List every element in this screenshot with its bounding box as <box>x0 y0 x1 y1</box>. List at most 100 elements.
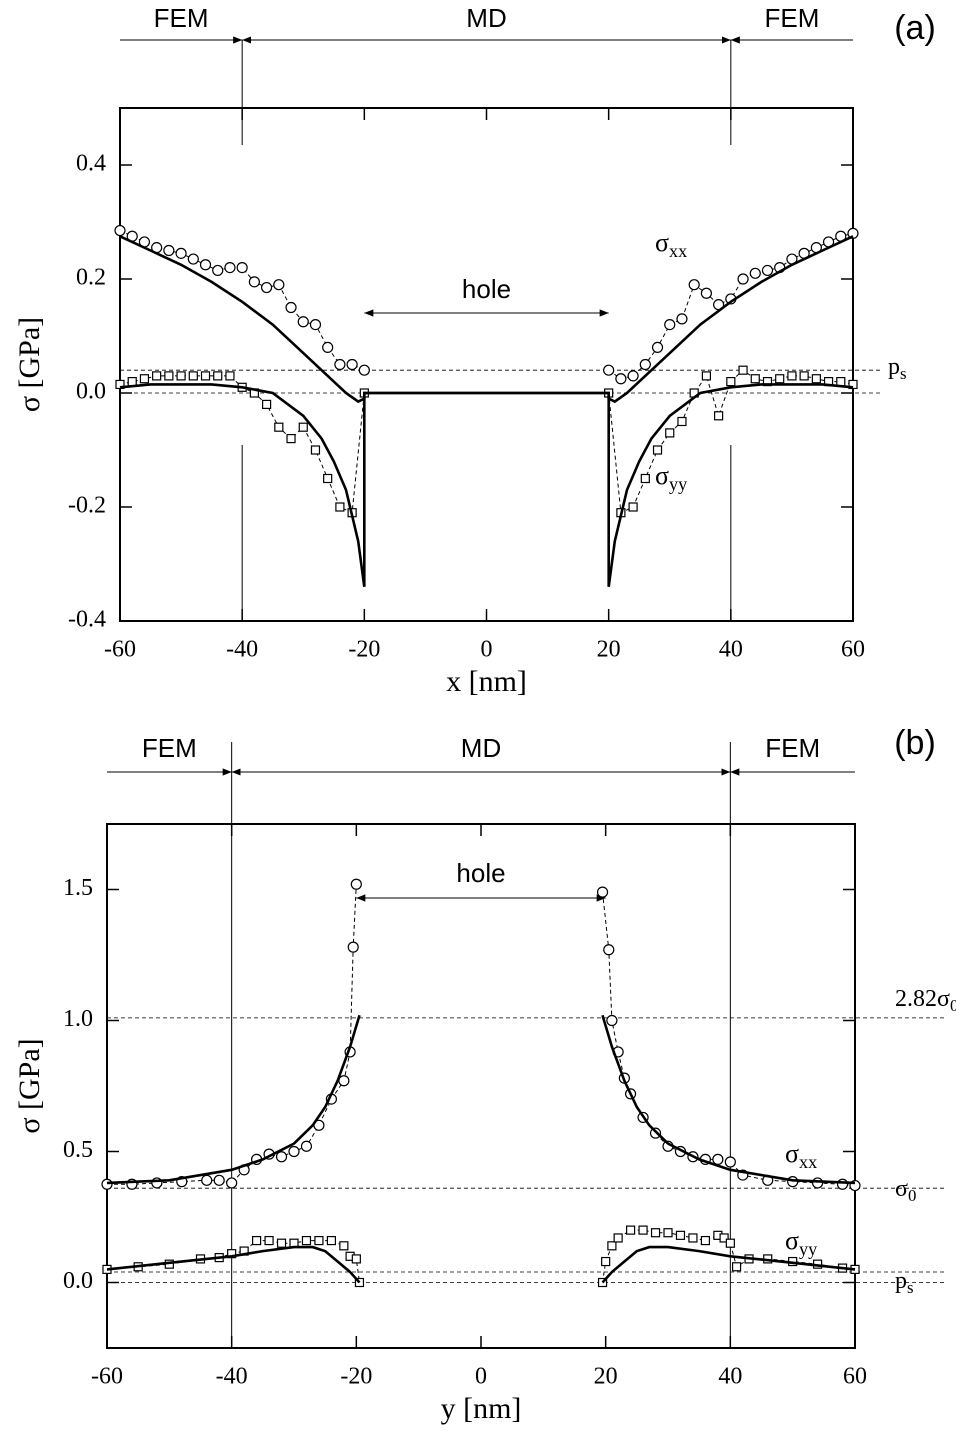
data-point <box>749 267 761 279</box>
data-point <box>322 341 334 353</box>
data-point <box>719 1233 729 1243</box>
data-point <box>836 1178 849 1190</box>
data-point <box>607 1241 617 1251</box>
reference-label-subscript: s <box>900 364 907 383</box>
data-point <box>286 434 296 444</box>
data-point <box>701 371 712 381</box>
data-point <box>288 1145 300 1158</box>
data-point <box>276 1238 287 1248</box>
curve-label-symbol: σ <box>785 1226 799 1255</box>
reference-label-symbol: p <box>895 1268 907 1294</box>
data-point <box>285 301 297 314</box>
x-tick-label: 0 <box>481 637 493 663</box>
data-point <box>601 1256 611 1267</box>
data-point <box>625 1225 636 1235</box>
data-point <box>323 473 333 484</box>
reference-label-symbol: 2.82σ <box>895 986 950 1012</box>
data-point <box>225 371 235 381</box>
x-tick-label: 40 <box>718 1364 742 1390</box>
data-point <box>114 224 126 237</box>
data-point <box>737 273 749 285</box>
reference-label: ps <box>888 354 907 384</box>
y-tick-label: 0.5 <box>63 1137 93 1163</box>
series-line <box>107 884 856 1187</box>
data-point <box>700 287 713 299</box>
x-tick-label: 20 <box>597 637 621 663</box>
data-point <box>309 319 322 331</box>
data-point <box>603 944 615 956</box>
data-point <box>175 247 187 259</box>
data-point <box>275 1151 288 1163</box>
data-point <box>799 371 809 381</box>
data-point <box>775 374 785 384</box>
data-point <box>848 379 858 390</box>
curve-label: σyy <box>785 1226 818 1259</box>
data-point <box>676 313 688 325</box>
data-point <box>613 1233 623 1243</box>
reference-label: 2.82σ0 <box>895 986 956 1016</box>
y-axis-label: σ [GPa] <box>13 317 46 412</box>
data-point <box>714 411 724 421</box>
data-point <box>350 878 362 890</box>
region-label: MD <box>461 733 501 763</box>
curve-label-subscript: xx <box>799 1152 817 1172</box>
data-point <box>811 374 821 384</box>
data-point <box>326 1235 336 1246</box>
data-point <box>201 1174 213 1186</box>
x-tick-label: -20 <box>340 1364 372 1390</box>
data-point <box>252 1235 262 1246</box>
data-point <box>262 399 272 409</box>
curve-label-subscript: xx <box>669 241 687 261</box>
plot-frame <box>106 823 856 1349</box>
curve-label: σyy <box>655 461 688 494</box>
data-point <box>334 358 346 371</box>
data-point <box>338 1075 350 1087</box>
x-tick-label: -40 <box>226 637 258 663</box>
x-tick-label: 0 <box>475 1364 487 1390</box>
curve-label: σxx <box>785 1139 817 1172</box>
data-point <box>738 365 748 375</box>
x-tick-label: -40 <box>216 1364 248 1390</box>
data-point <box>164 371 174 381</box>
data-point <box>213 1174 225 1186</box>
reference-label-symbol: p <box>888 354 900 380</box>
data-point <box>127 377 137 387</box>
data-point <box>836 377 846 387</box>
data-point <box>750 374 760 384</box>
y-tick-label: 0.4 <box>76 151 106 177</box>
data-point <box>596 886 609 898</box>
y-tick-label: 0.0 <box>63 1268 93 1294</box>
data-point <box>224 262 236 274</box>
x-tick-label: 40 <box>719 637 743 663</box>
data-point <box>688 279 700 291</box>
reference-label-subscript: 0 <box>908 1186 916 1205</box>
region-label: MD <box>466 3 506 33</box>
data-point <box>787 371 797 381</box>
reference-label: ps <box>895 1268 914 1298</box>
data-point <box>603 364 615 376</box>
series-line <box>106 1014 856 1185</box>
reference-label-symbol: σ <box>895 1176 908 1202</box>
region-label: FEM <box>154 3 209 33</box>
data-point <box>606 1014 618 1027</box>
data-point <box>627 370 639 382</box>
data-point <box>213 371 223 381</box>
data-point <box>700 1235 711 1246</box>
series-line <box>119 230 854 380</box>
data-point <box>712 1153 724 1165</box>
data-point <box>675 1230 686 1240</box>
data-point <box>335 502 345 512</box>
x-tick-label: 60 <box>841 637 865 663</box>
panel-label: (a) <box>894 9 936 47</box>
plot-frame <box>119 107 854 622</box>
data-point <box>248 276 260 288</box>
data-point <box>226 1177 238 1189</box>
series-line <box>119 383 854 587</box>
hole-label: hole <box>456 858 505 888</box>
data-point <box>358 364 370 376</box>
data-point <box>314 1235 324 1246</box>
curve-label-symbol: σ <box>785 1139 799 1168</box>
data-point <box>811 1177 824 1189</box>
y-tick-label: 1.5 <box>63 875 93 901</box>
